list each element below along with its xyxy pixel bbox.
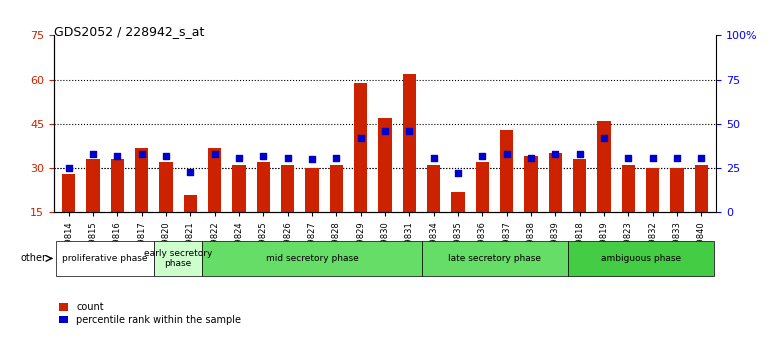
Bar bbox=[233, 165, 246, 212]
Text: GDS2052 / 228942_s_at: GDS2052 / 228942_s_at bbox=[54, 25, 204, 38]
Point bbox=[111, 153, 123, 159]
Point bbox=[403, 128, 416, 134]
Bar bbox=[598, 121, 611, 212]
Bar bbox=[111, 159, 124, 212]
Bar bbox=[208, 148, 221, 212]
Text: proliferative phase: proliferative phase bbox=[62, 254, 148, 263]
Bar bbox=[135, 148, 149, 212]
Bar bbox=[567, 241, 714, 276]
Point bbox=[62, 165, 75, 171]
Point bbox=[233, 155, 245, 160]
Bar bbox=[403, 74, 416, 212]
Bar bbox=[56, 241, 154, 276]
Bar bbox=[183, 195, 197, 212]
Bar bbox=[695, 165, 708, 212]
Point bbox=[282, 155, 294, 160]
Point bbox=[159, 153, 172, 159]
Bar bbox=[646, 168, 659, 212]
Point bbox=[257, 153, 270, 159]
Bar bbox=[427, 165, 440, 212]
Bar bbox=[159, 162, 172, 212]
Text: late secretory phase: late secretory phase bbox=[448, 254, 541, 263]
Point bbox=[209, 151, 221, 157]
Point bbox=[671, 155, 683, 160]
Bar bbox=[154, 241, 203, 276]
Bar bbox=[305, 168, 319, 212]
Bar bbox=[62, 174, 75, 212]
Bar bbox=[86, 159, 99, 212]
Point bbox=[622, 155, 634, 160]
Bar bbox=[500, 130, 514, 212]
Bar bbox=[330, 165, 343, 212]
Point bbox=[525, 155, 537, 160]
Point bbox=[306, 156, 318, 162]
Point bbox=[354, 135, 367, 141]
Point bbox=[330, 155, 343, 160]
Bar bbox=[256, 162, 270, 212]
Point bbox=[136, 151, 148, 157]
Text: early secretory
phase: early secretory phase bbox=[144, 249, 213, 268]
Point bbox=[695, 155, 708, 160]
Bar bbox=[203, 241, 421, 276]
Bar bbox=[573, 159, 587, 212]
Bar bbox=[524, 156, 537, 212]
Bar bbox=[621, 165, 635, 212]
Point bbox=[549, 151, 561, 157]
Text: ambiguous phase: ambiguous phase bbox=[601, 254, 681, 263]
Point bbox=[500, 151, 513, 157]
Point bbox=[87, 151, 99, 157]
Point bbox=[647, 155, 659, 160]
Point bbox=[598, 135, 611, 141]
Point bbox=[379, 128, 391, 134]
Point bbox=[184, 169, 196, 175]
Point bbox=[574, 151, 586, 157]
Point bbox=[427, 155, 440, 160]
Point bbox=[476, 153, 488, 159]
Bar bbox=[549, 153, 562, 212]
Bar bbox=[451, 192, 465, 212]
Bar bbox=[421, 241, 567, 276]
Bar bbox=[671, 168, 684, 212]
Text: other: other bbox=[21, 253, 47, 263]
Legend: count, percentile rank within the sample: count, percentile rank within the sample bbox=[59, 302, 241, 325]
Bar bbox=[354, 82, 367, 212]
Bar bbox=[476, 162, 489, 212]
Bar bbox=[281, 165, 294, 212]
Point bbox=[452, 171, 464, 176]
Bar bbox=[378, 118, 392, 212]
Text: mid secretory phase: mid secretory phase bbox=[266, 254, 358, 263]
